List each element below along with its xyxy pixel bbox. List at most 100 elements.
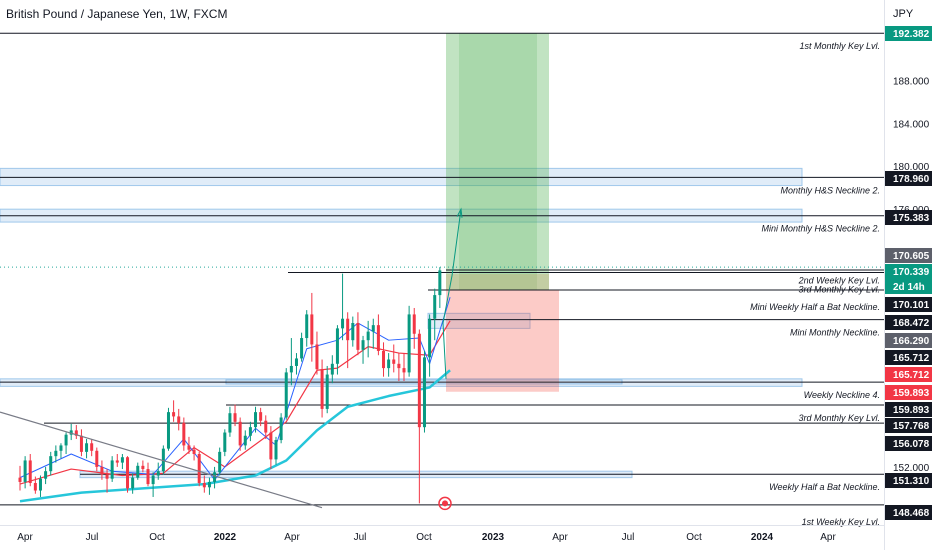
price-label-box (885, 26, 932, 41)
candle-body (300, 338, 304, 359)
candle (264, 415, 268, 439)
candle-body (433, 295, 437, 319)
x-tick-label: Apr (17, 532, 33, 543)
candle (187, 436, 191, 455)
candle (438, 267, 442, 308)
candle-body (335, 328, 339, 364)
candle (238, 417, 242, 451)
price-label: 170.339 (885, 264, 932, 279)
candle-body (259, 412, 263, 421)
candle (274, 436, 278, 465)
candle-body (284, 372, 288, 418)
candle (417, 329, 421, 504)
candle (207, 477, 211, 495)
candle-body (320, 369, 324, 409)
price-label-text: 175.383 (893, 213, 930, 224)
time-axis[interactable]: Apr Jul Oct 2022 Apr Jul Oct 2023 Apr Jul Oct 2024 A… (17, 532, 836, 543)
price-axis[interactable]: 152.000176.000180.000184.000188.000192.3… (885, 26, 932, 520)
candle-body (254, 412, 258, 428)
annotation-label: Weekly Neckline 4. (804, 390, 880, 400)
candle-body (166, 412, 170, 449)
candle-body (79, 435, 83, 452)
candle-body (85, 443, 89, 452)
candle-body (110, 460, 114, 479)
price-label: 159.893 (885, 385, 932, 400)
projection-arrowhead (456, 207, 463, 218)
x-tick-label: Oct (416, 532, 432, 543)
annotation-label: 1st Weekly Key Lvl. (802, 517, 880, 527)
projection-path (442, 209, 462, 379)
y-tick-label: 188.000 (893, 76, 930, 87)
candle-body (126, 457, 130, 489)
candle (136, 462, 140, 480)
candle (428, 314, 432, 377)
candle (243, 430, 247, 450)
candle-body (223, 432, 227, 452)
candle-body (120, 457, 124, 463)
candle (356, 312, 360, 356)
price-label: 2d 14h (885, 279, 932, 294)
price-label: 192.382 (885, 26, 932, 41)
candle-body (59, 445, 63, 451)
price-label: 165.712 (885, 350, 932, 365)
price-label: 166.290 (885, 333, 932, 348)
candle-body (366, 331, 370, 341)
candle-body (428, 318, 432, 358)
candle (412, 307, 416, 349)
currency-label[interactable]: JPY (893, 8, 914, 20)
candle-body (412, 314, 416, 334)
target-zone (446, 33, 549, 291)
candle-body (387, 359, 391, 369)
candle-body (294, 358, 298, 366)
candle-body (105, 474, 109, 479)
candle (233, 404, 237, 427)
x-tick-label: Oct (686, 532, 702, 543)
price-label-box (885, 171, 932, 186)
candle-body (243, 435, 247, 446)
candle (371, 318, 375, 349)
annotation-label: 2nd Weekly Key Lvl. (798, 276, 880, 286)
ema-slow (19, 369, 451, 503)
price-label-text: 159.893 (893, 405, 930, 416)
time-axis-divider (0, 525, 884, 526)
candle (346, 312, 350, 369)
candle-body (218, 451, 222, 473)
long-position-tool[interactable] (446, 33, 559, 392)
candle (315, 331, 319, 375)
price-label-box (885, 505, 932, 520)
candle (172, 400, 176, 422)
candle-body (95, 450, 99, 467)
candle (166, 407, 170, 451)
candle (202, 475, 206, 493)
price-label-box (885, 297, 932, 312)
price-label-box (885, 264, 932, 279)
price-label-text: 165.712 (893, 370, 930, 381)
candle (38, 475, 42, 497)
candle-body (44, 471, 48, 479)
candle-body (274, 440, 278, 460)
candle-body (74, 430, 78, 436)
candle-body (402, 368, 406, 373)
candle (74, 425, 78, 439)
candle (177, 408, 181, 431)
price-label: 156.078 (885, 436, 932, 451)
price-label-box (885, 473, 932, 488)
candle-body (238, 421, 242, 446)
candle (151, 472, 155, 497)
candle (197, 451, 201, 487)
price-label-text: 168.472 (893, 318, 930, 329)
candle (33, 476, 37, 494)
candle-body (182, 422, 186, 446)
candle (126, 456, 130, 493)
candle (259, 407, 263, 427)
candle-body (264, 420, 268, 433)
price-label-box (885, 210, 932, 225)
x-tick-label: Jul (354, 532, 367, 543)
candle (146, 462, 150, 487)
candle-body (28, 460, 32, 484)
candle (59, 443, 63, 459)
price-label: 178.960 (885, 171, 932, 186)
candle-body (146, 469, 150, 485)
price-label-box (885, 367, 932, 382)
